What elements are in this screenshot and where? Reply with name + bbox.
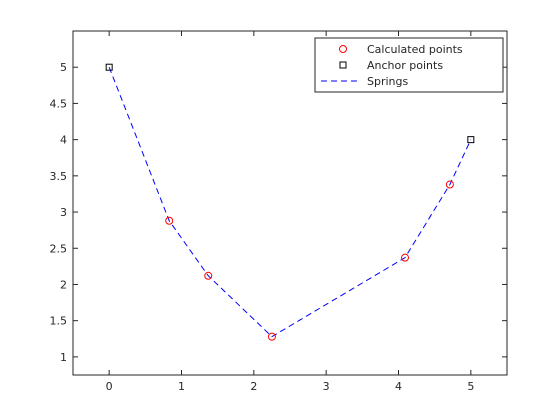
legend-label: Springs (367, 75, 408, 88)
x-tick-label: 4 (395, 380, 402, 393)
series-line-springs (108, 67, 472, 338)
y-tick-label: 1 (60, 351, 67, 364)
calculated-point-marker (401, 253, 410, 262)
x-tick-label: 0 (106, 380, 113, 393)
y-tick-label: 1.5 (50, 315, 68, 328)
y-tick-label: 5 (60, 61, 67, 74)
y-tick-label: 4.5 (50, 97, 68, 110)
legend: Calculated points Anchor points Springs (314, 37, 504, 93)
anchor-point-marker (467, 136, 475, 144)
x-tick-label: 2 (250, 380, 257, 393)
y-tick-label: 2 (60, 278, 67, 291)
y-tick-label: 2.5 (50, 242, 68, 255)
legend-anchor-points-swatch (339, 61, 347, 69)
x-tick-label: 1 (178, 380, 185, 393)
data-layer (105, 63, 475, 341)
y-tick-label: 4 (60, 134, 67, 147)
x-tick-label: 5 (467, 380, 474, 393)
calculated-point-marker (204, 271, 213, 280)
calculated-point-marker (165, 216, 174, 225)
calculated-point-marker (267, 332, 276, 341)
x-tick-label: 3 (323, 380, 330, 393)
legend-calculated-points-swatch (339, 45, 347, 53)
y-tick-label: 3.5 (50, 170, 68, 183)
y-tick-label: 3 (60, 206, 67, 219)
axes-layer: 0 1 2 3 4 5 1 1.5 2 2.5 3 3.5 4 4.5 5 (50, 30, 508, 393)
axes-box (72, 30, 508, 376)
calculated-point-marker (445, 180, 454, 189)
legend-label: Anchor points (367, 59, 443, 72)
legend-label: Calculated points (367, 43, 463, 56)
anchor-point-marker (105, 63, 113, 71)
